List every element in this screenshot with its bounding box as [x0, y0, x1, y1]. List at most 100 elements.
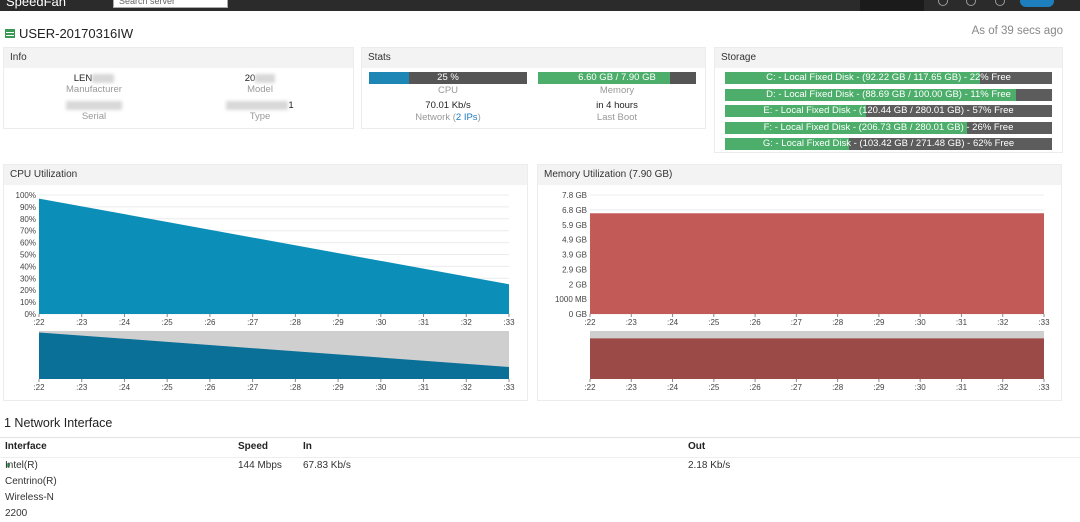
navigator-series: [590, 338, 1044, 379]
boot-label: Last Boot: [596, 112, 638, 123]
cpu-usage-fill: [369, 72, 409, 84]
type-value: 1: [288, 100, 294, 111]
toolbar-button[interactable]: [860, 0, 924, 11]
x-tick-label: :25: [708, 383, 720, 392]
x-tick-label: :25: [162, 383, 174, 392]
search-input[interactable]: Search server: [113, 0, 228, 8]
x-tick-label: :29: [873, 318, 885, 327]
y-tick-label: 3.9 GB: [562, 251, 587, 260]
cpu-chart-title: CPU Utilization: [4, 165, 527, 185]
disk-label: E: - Local Fixed Disk - (120.44 GB / 280…: [763, 105, 1014, 116]
x-tick-label: :29: [333, 318, 345, 327]
y-tick-label: 20%: [20, 286, 36, 295]
network-label-close: ): [477, 112, 481, 123]
memory-chart: 7.8 GB 6.8 GB 5.9 GB 4.9 GB 3.9 GB 2.9 GB 2 GB…: [555, 191, 1050, 392]
x-tick-label: :27: [791, 318, 803, 327]
col-out: Out: [688, 441, 706, 452]
info-panel: Info LEN Manufacturer 20 Model Serial 1 …: [3, 47, 354, 129]
user-icon[interactable]: [995, 0, 1005, 6]
cpu-label: CPU: [437, 85, 459, 96]
memory-usage-fill: [538, 72, 670, 84]
cpu-usage-bar: 25 %: [369, 72, 527, 84]
account-button[interactable]: [1020, 0, 1054, 7]
manufacturer-label: Manufacturer: [66, 84, 122, 95]
cpu-chart-panel: CPU Utilization 100% 90% 80% 70% 60% 50% 40% 30…: [3, 164, 528, 401]
disk-label: F: - Local Fixed Disk - (206.73 GB / 280…: [763, 121, 1014, 133]
storage-panel-title: Storage: [715, 48, 1062, 68]
y-tick-label: 100%: [16, 191, 36, 200]
x-tick-label: :27: [247, 383, 259, 392]
col-speed: Speed: [238, 441, 269, 452]
info-panel-title: Info: [4, 48, 353, 68]
info-type: 1 Type: [200, 100, 320, 122]
manufacturer-value: LEN: [73, 73, 93, 84]
redacted-block: [92, 73, 115, 83]
y-tick-label: 0%: [24, 310, 36, 319]
help-icon[interactable]: [938, 0, 948, 6]
x-tick-label: :30: [375, 318, 387, 327]
network-table: Interface Speed In Out ● Intel(R) Centri…: [0, 437, 1080, 519]
y-tick-label: 60%: [20, 239, 36, 248]
network-table-header: Interface Speed In Out: [0, 439, 1080, 455]
info-serial: Serial: [34, 100, 154, 122]
y-tick-label: 30%: [20, 274, 36, 283]
redacted-block: [255, 73, 276, 83]
ip-link[interactable]: 2 IPs: [455, 112, 478, 123]
type-label: Type: [249, 111, 271, 122]
x-tick-label: :33: [1038, 383, 1050, 392]
disk-usage-bar: G: - Local Fixed Disk - (103.42 GB / 271…: [725, 138, 1052, 150]
x-tick-label: :23: [626, 383, 638, 392]
cpu-chart: 100%90%80%70%60%50%40%30%20%10%0%:22:23:…: [16, 191, 516, 392]
x-tick-label: :31: [418, 318, 430, 327]
y-tick-label: 50%: [20, 251, 36, 260]
memory-chart-title: Memory Utilization (7.90 GB): [538, 165, 1061, 185]
disk-label: G: - Local Fixed Disk - (103.42 GB / 271…: [762, 138, 1015, 149]
x-tick-label: :30: [375, 383, 387, 392]
disk-usage-bar: D: - Local Fixed Disk - (88.69 GB / 100.…: [725, 88, 1052, 101]
x-tick-label: :28: [290, 318, 302, 327]
disk-label: D: - Local Fixed Disk - (88.69 GB / 100.…: [766, 88, 1011, 100]
stats-panel: Stats 25 % 6.60 GB / 7.90 GB CPU Memory …: [361, 47, 706, 129]
network-label-text: Network (: [415, 112, 456, 123]
app-logo[interactable]: SpeedFan: [6, 0, 66, 9]
status-dot-icon: ●: [5, 460, 12, 471]
info-model: 20 Model: [200, 73, 320, 95]
x-tick-label: :25: [162, 318, 174, 327]
x-tick-label: :22: [584, 383, 596, 392]
x-tick-label: :25: [708, 318, 720, 327]
table-row[interactable]: ● Intel(R) Centrino(R) Wireless-N 2200 1…: [0, 457, 1080, 519]
y-tick-label: 70%: [20, 227, 36, 236]
disk-usage-fill: [725, 138, 850, 150]
y-tick-label: 7.8 GB: [562, 191, 587, 200]
y-tick-label: 6.8 GB: [562, 206, 587, 215]
x-tick-label: :33: [503, 383, 515, 392]
redacted-block: [226, 100, 289, 110]
memory-chart-panel: Memory Utilization (7.90 GB) 7.8 GB 6.8 G…: [537, 164, 1062, 401]
network-section-title: 1 Network Interface: [4, 416, 113, 430]
x-tick-label: :26: [204, 383, 216, 392]
memory-usage-text: 6.60 GB / 7.90 GB: [578, 72, 656, 83]
disk-usage-fill: [725, 88, 1017, 101]
x-tick-label: :26: [750, 383, 762, 392]
x-tick-label: :30: [915, 383, 927, 392]
x-tick-label: :23: [76, 383, 88, 392]
model-value: 20: [244, 73, 256, 84]
y-tick-label: 4.9 GB: [562, 236, 587, 245]
y-tick-label: 90%: [20, 203, 36, 212]
x-tick-label: :24: [119, 383, 131, 392]
settings-icon[interactable]: [966, 0, 976, 6]
x-tick-label: :29: [873, 383, 885, 392]
y-tick-label: 1000 MB: [555, 295, 587, 304]
x-tick-label: :32: [997, 318, 1009, 327]
disk-label: C: - Local Fixed Disk - (92.22 GB / 117.…: [766, 72, 1011, 83]
disk-usage-bar: E: - Local Fixed Disk - (120.44 GB / 280…: [725, 105, 1052, 117]
x-tick-label: :22: [584, 318, 596, 327]
x-tick-label: :31: [956, 318, 968, 327]
stats-panel-title: Stats: [362, 48, 705, 68]
in-cell: 67.83 Kb/s: [303, 460, 351, 471]
x-tick-label: :27: [791, 383, 803, 392]
network-value: 70.01 Kb/s: [425, 100, 471, 111]
top-bar: SpeedFan Search server: [0, 0, 1080, 11]
memory-usage-bar: 6.60 GB / 7.90 GB: [538, 72, 696, 84]
x-tick-label: :30: [915, 318, 927, 327]
